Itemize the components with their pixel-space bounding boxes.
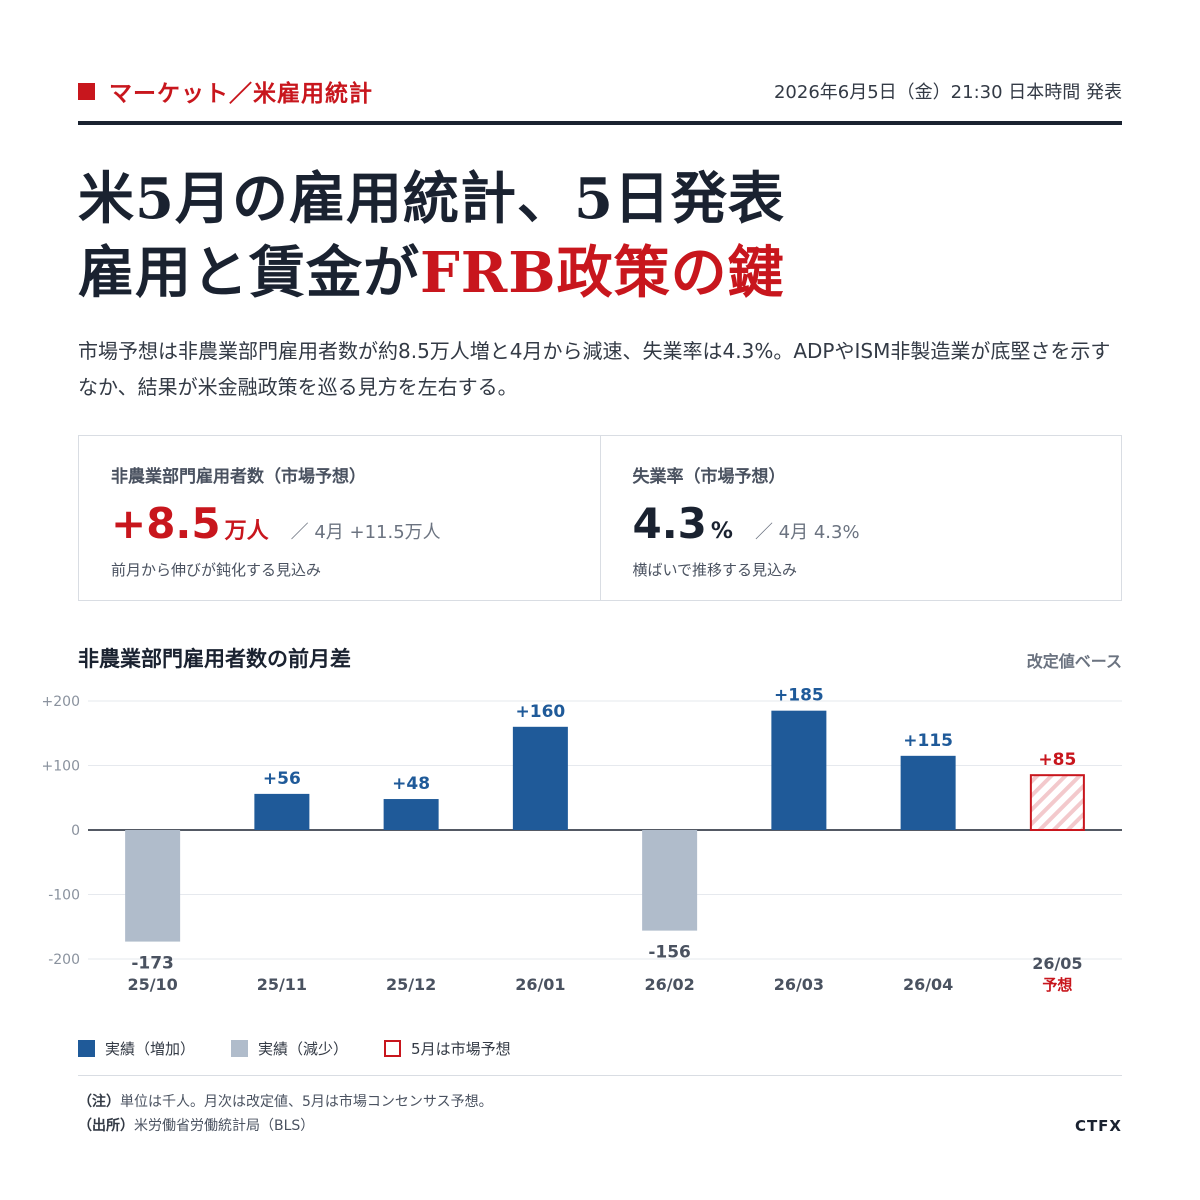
- value-label: +85: [1038, 750, 1076, 770]
- stat-unemployment: 失業率（市場予想） 4.3 % ／ 4月 4.3% 横ばいで推移する見込み: [599, 436, 1122, 600]
- legend-label: 実績（減少）: [258, 1040, 349, 1058]
- x-tick-label: 26/01: [515, 975, 565, 994]
- chart-title: 非農業部門雇用者数の前月差: [78, 647, 351, 671]
- forecast-bar: [1029, 774, 1085, 831]
- bar: [254, 793, 310, 830]
- stat-label: 失業率（市場予想）: [632, 467, 786, 487]
- stats-panel: 非農業部門雇用者数（市場予想） +8.5 万人 ／ 4月 +11.5万人 前月か…: [78, 435, 1122, 601]
- x-tick-label: 26/02: [644, 975, 694, 994]
- stat-value: +8.5: [111, 499, 221, 548]
- value-label: -156: [648, 943, 691, 963]
- bar: [900, 755, 956, 830]
- header: マーケット／米雇用統計 2026年6月5日（金）21:30 日本時間 発表: [78, 72, 1122, 110]
- bar: [125, 830, 181, 942]
- lead-paragraph: 市場予想は非農業部門雇用者数が約8.5万人増と4月から減速、失業率は4.3%。A…: [78, 339, 1111, 399]
- section-square-icon: [78, 82, 95, 100]
- chart-basis: 改定値ベース: [1026, 652, 1122, 671]
- y-tick-label: +100: [42, 759, 80, 775]
- bar: [642, 830, 698, 931]
- headline: 米5月の雇用統計、5日発表 雇用と賃金がFRB政策の鍵: [78, 162, 785, 310]
- x-tick-label: 25/10: [127, 975, 177, 994]
- footnote-source-label: （出所）: [78, 1118, 134, 1134]
- stat-note: 前月から伸びが鈍化する見込み: [111, 561, 322, 579]
- y-tick-label: -100: [48, 888, 80, 904]
- y-tick-label: 0: [71, 823, 80, 839]
- bar: [512, 726, 568, 830]
- bar: [383, 799, 439, 830]
- x-tick-label: 26/03: [774, 975, 824, 994]
- forecast-label: 予想: [1042, 976, 1072, 994]
- footnote-source: （出所）米労働省労働統計局（BLS）: [78, 1114, 493, 1138]
- footnote-note-text: 単位は千人。月次は改定値、5月は市場コンセンサス予想。: [120, 1094, 493, 1110]
- footer-rule: [78, 1075, 1122, 1076]
- stat-note: 横ばいで推移する見込み: [632, 561, 798, 579]
- stat-value: 4.3: [632, 499, 707, 548]
- headline-line2: 雇用と賃金がFRB政策の鍵: [78, 236, 785, 310]
- legend-label: 実績（増加）: [105, 1040, 196, 1058]
- stat-previous: ／ 4月 4.3%: [754, 522, 860, 543]
- headline-line1: 米5月の雇用統計、5日発表: [78, 166, 785, 232]
- y-tick-label: -200: [48, 952, 80, 968]
- legend-item-decrease: 実績（減少）: [231, 1038, 348, 1059]
- legend-item-increase: 実績（増加）: [78, 1038, 195, 1059]
- value-label: +160: [516, 702, 566, 722]
- value-label: +185: [774, 686, 824, 706]
- x-tick-label: 25/11: [257, 975, 307, 994]
- footnotes: （注）単位は千人。月次は改定値、5月は市場コンセンサス予想。 （出所）米労働省労…: [78, 1090, 493, 1138]
- stat-unit: %: [710, 519, 733, 544]
- section-text: マーケット／米雇用統計: [109, 81, 373, 107]
- brand-logo: CTFX: [1074, 1117, 1122, 1135]
- stat-value-row: 4.3 % ／ 4月 4.3%: [633, 499, 1090, 551]
- legend-label: 5月は市場予想: [411, 1040, 511, 1058]
- chart-legend: 実績（増加） 実績（減少） 5月は市場予想: [78, 1038, 547, 1059]
- publish-date: 2026年6月5日（金）21:30 日本時間 発表: [773, 82, 1122, 103]
- x-tick-label: 25/12: [386, 975, 436, 994]
- headline-line2-accent: FRB政策の鍵: [420, 240, 785, 306]
- value-label: +56: [263, 769, 301, 789]
- section-label[interactable]: マーケット／米雇用統計: [78, 74, 373, 108]
- footnote-source-text: 米労働省労働統計局（BLS）: [134, 1118, 315, 1134]
- footnote-note-label: （注）: [78, 1094, 120, 1110]
- stat-unit: 万人: [224, 519, 269, 544]
- y-tick-label: +200: [42, 694, 80, 710]
- legend-swatch-forecast: [384, 1040, 402, 1057]
- stat-value-row: +8.5 万人 ／ 4月 +11.5万人: [111, 499, 568, 551]
- legend-swatch-decrease: [231, 1040, 249, 1057]
- legend-item-forecast: 5月は市場予想: [384, 1038, 511, 1059]
- footnote-note: （注）単位は千人。月次は改定値、5月は市場コンセンサス予想。: [78, 1090, 493, 1114]
- stat-payrolls: 非農業部門雇用者数（市場予想） +8.5 万人 ／ 4月 +11.5万人 前月か…: [79, 436, 600, 600]
- x-tick-label: 26/05: [1032, 954, 1082, 973]
- x-tick-label: 26/04: [903, 975, 953, 994]
- stat-previous: ／ 4月 +11.5万人: [290, 522, 441, 543]
- value-label: +115: [903, 731, 953, 751]
- value-label: +48: [392, 774, 430, 794]
- headline-line2-prefix: 雇用と賃金が: [78, 240, 420, 306]
- stat-label: 非農業部門雇用者数（市場予想）: [111, 467, 366, 487]
- legend-swatch-increase: [78, 1040, 95, 1057]
- header-rule: [78, 121, 1122, 125]
- bar: [771, 710, 827, 830]
- value-label: -173: [131, 954, 174, 974]
